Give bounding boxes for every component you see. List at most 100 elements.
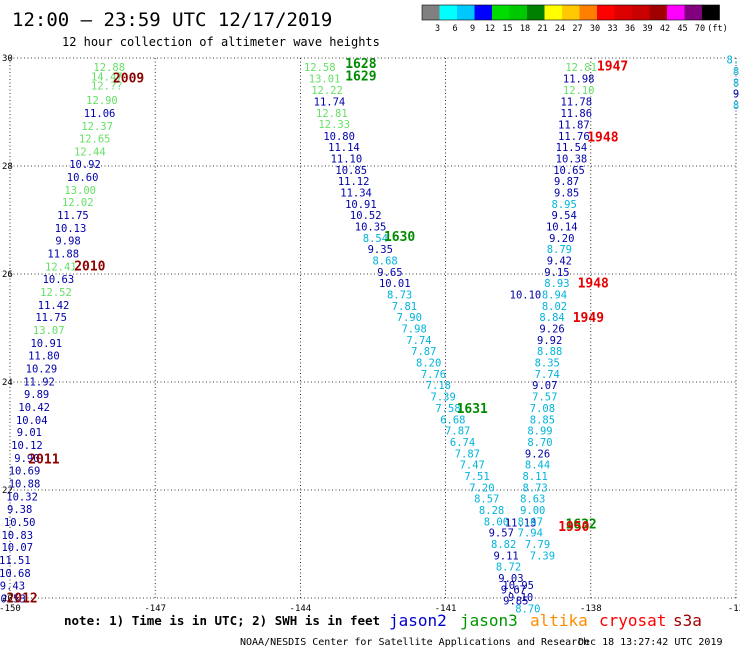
wave-height-label: 8.35 (535, 358, 560, 370)
wave-height-label: 8.73 (387, 290, 412, 302)
wave-height-label: 11.87 (558, 119, 590, 131)
wave-height-label: 9.26 (525, 448, 550, 460)
wave-height-label: 11.86 (560, 108, 592, 120)
wave-height-label: 7.79 (525, 539, 550, 551)
wave-height-label: 10.53 (0, 594, 26, 606)
wave-height-label: 8.70 (515, 603, 540, 615)
wave-height-label: 10.80 (323, 131, 355, 143)
x-tick-label: -141 (435, 604, 457, 614)
wave-height-label: 8.72 (496, 562, 521, 574)
wave-height-label: 10.83 (1, 530, 33, 542)
wave-height-label: 9.26 (539, 324, 564, 336)
footer-note: note: 1) Time is in UTC; 2) SWH is in fe… (64, 613, 380, 628)
wave-height-label: 6.74 (450, 437, 475, 449)
wave-height-label: 9.11 (493, 550, 518, 562)
wave-height-label: 10.13 (55, 223, 87, 235)
wave-height-label: 11.75 (35, 312, 67, 324)
wave-height-label: 11.98 (563, 74, 595, 86)
wave-height-label: 8.02 (542, 301, 567, 313)
colorbar-swatch (439, 5, 457, 20)
legend-jason2: jason2 (389, 611, 447, 630)
colorbar-swatch (667, 5, 685, 20)
pass-number-label: 1948 (587, 130, 618, 145)
wave-height-label: 10.85 (335, 165, 367, 177)
wave-height-label: 7.18 (426, 380, 451, 392)
pass-number-label: 1950 (558, 520, 589, 535)
footer-credit: NOAA/NESDIS Center for Satellite Applica… (240, 637, 589, 648)
wave-height-label: 9.38 (7, 504, 32, 516)
wave-height-label: 11.10 (331, 153, 363, 165)
wave-height-label: 8 (733, 100, 739, 112)
wave-height-label: 10.63 (43, 274, 75, 286)
wave-height-label: 10.88 (9, 479, 41, 491)
wave-height-label: 7.58 (435, 403, 460, 415)
colorbar-label: 6 (452, 24, 457, 34)
pass-number-label: 1632 (565, 517, 596, 532)
wave-height-label: 12.10 (563, 85, 595, 97)
x-tick-label: -150 (0, 604, 21, 614)
wave-height-label: 10.65 (553, 165, 585, 177)
wave-height-label: 11.80 (28, 351, 60, 363)
wave-height-label: 11.76 (558, 131, 590, 143)
colorbar-label: 9 (470, 24, 475, 34)
wave-height-label: 8.99 (527, 426, 552, 438)
wave-height-label: 7.87 (445, 426, 470, 438)
wave-height-label: 8.95 (552, 199, 577, 211)
wave-height-label: 12.44 (74, 146, 106, 158)
colorbar-swatch (457, 5, 475, 20)
pass-number-label: 1631 (457, 402, 488, 417)
wave-height-label: 7.76 (421, 369, 446, 381)
colorbar-swatch (649, 5, 667, 20)
wave-height-label: 9.67 (501, 584, 526, 596)
wave-height-label: 7.87 (455, 448, 480, 460)
wave-height-label: 12.58 (304, 62, 336, 74)
wave-height-label: 10.91 (345, 199, 377, 211)
wave-height-label: 7.51 (464, 471, 489, 483)
colorbar-label: 30 (590, 24, 600, 34)
wave-height-label: 9.90 (14, 453, 39, 465)
colorbar-label: 42 (660, 24, 670, 34)
colorbar-swatch (422, 5, 440, 20)
colorbar-outline (421, 4, 720, 21)
wave-height-label: 10.35 (355, 221, 387, 233)
wave-height-label: 10.04 (16, 415, 48, 427)
x-tick-label: -144 (290, 604, 312, 614)
wave-height-label: 10.14 (546, 221, 578, 233)
wave-height-label: 7.98 (401, 324, 426, 336)
pass-number-label: 1949 (573, 311, 604, 326)
colorbar-swatch (544, 5, 562, 20)
colorbar-swatch (632, 5, 650, 20)
wave-height-label: 7.39 (431, 392, 456, 404)
wave-height-label: 8.57 (474, 494, 499, 506)
y-tick-label: 24 (2, 378, 13, 388)
wave-height-label: 11.92 (23, 376, 55, 388)
wave-height-label: 9 (733, 89, 739, 101)
wave-height-label: 7.87 (411, 346, 436, 358)
wave-height-label: 9.35 (368, 244, 393, 256)
wave-height-label: 11.51 (0, 555, 31, 567)
wave-height-label: 8 (733, 66, 739, 78)
wave-height-label: 9.15 (544, 267, 569, 279)
satellite-legend: jason2 jason3 altika cryosat s3a (389, 611, 702, 630)
wave-height-label: 12.41 (45, 261, 77, 273)
colorbar-swatch (597, 5, 615, 20)
wave-height-label: 8.93 (544, 278, 569, 290)
pass-number-label: 1628 (345, 57, 376, 72)
wave-height-label: 9.87 (554, 176, 579, 188)
wave-height-label: 10.92 (69, 159, 101, 171)
wave-height-label: 8.54 (363, 233, 388, 245)
colorbar-label: 24 (555, 24, 565, 34)
colorbar-label: 33 (607, 24, 617, 34)
colorbar-swatch (492, 5, 510, 20)
wave-height-label: 10.29 (26, 364, 58, 376)
wave-height-label: 11.12 (338, 176, 370, 188)
pass-number-label: 1629 (345, 69, 376, 84)
wave-height-label: 10.10 (510, 290, 542, 302)
colorbar-label: 18 (520, 24, 530, 34)
wave-height-label: 11.75 (57, 210, 89, 222)
chart-subtitle: 12 hour collection of altimeter wave hei… (62, 35, 380, 49)
colorbar-label: 45 (677, 24, 687, 34)
